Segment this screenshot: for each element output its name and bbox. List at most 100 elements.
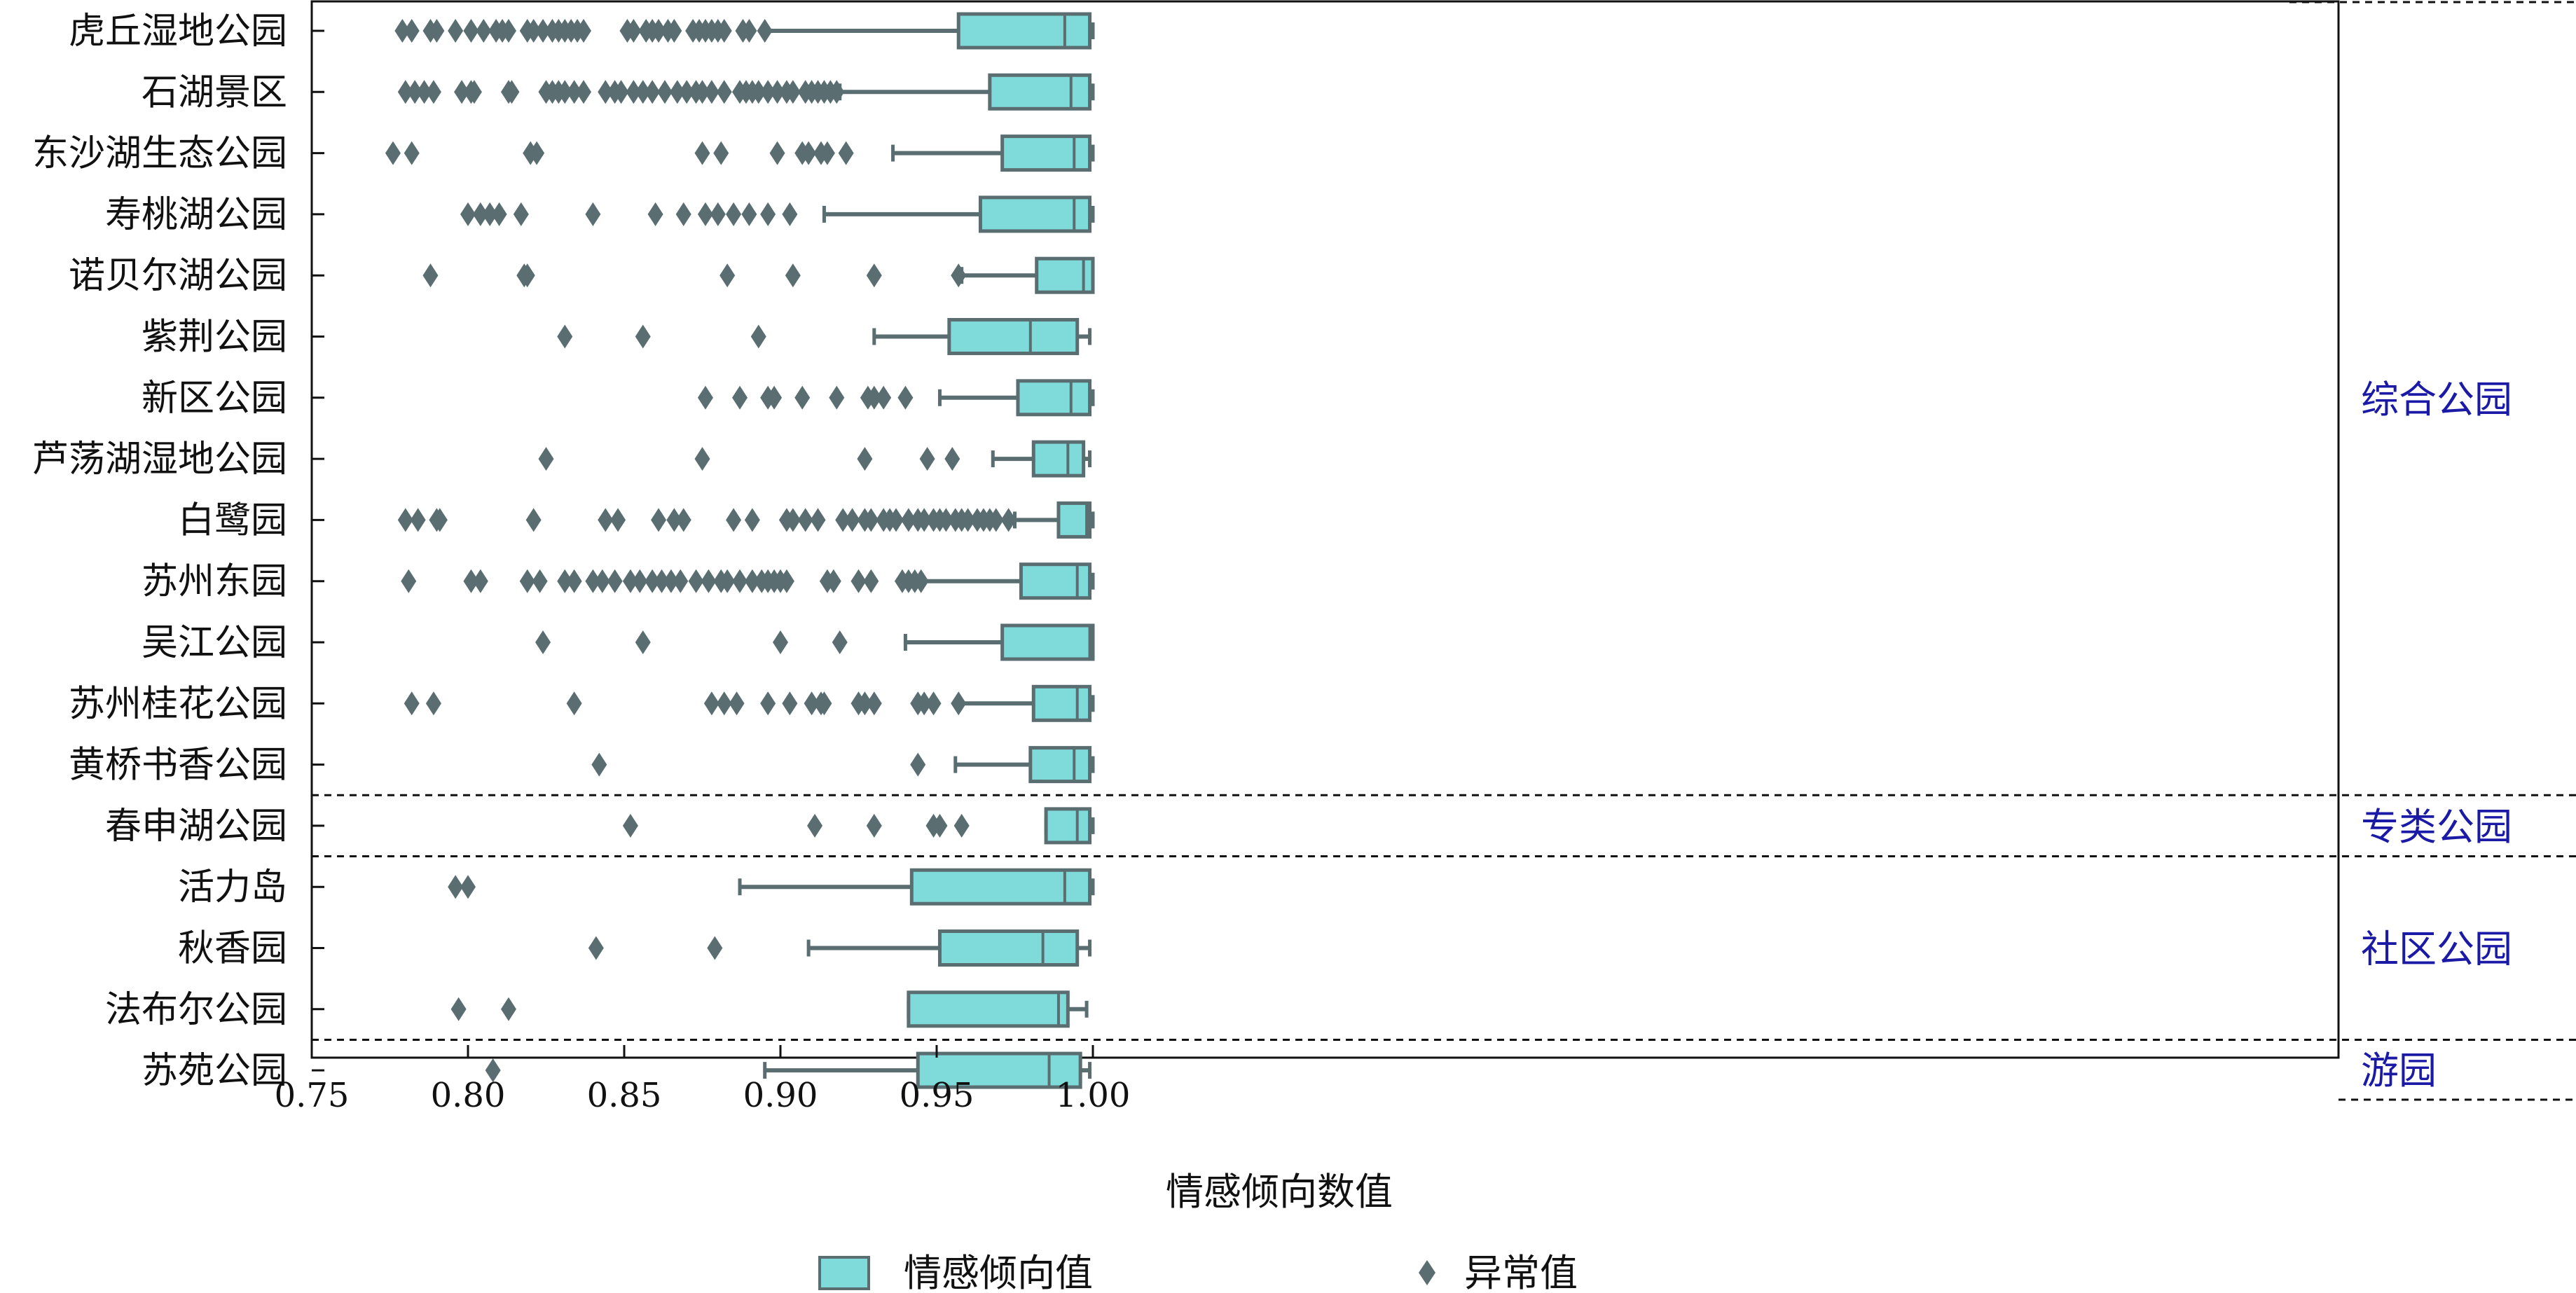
category-label: 春申湖公园	[105, 805, 287, 848]
outlier-point	[576, 80, 592, 104]
outlier-point	[697, 202, 713, 226]
outlier-point	[863, 569, 879, 593]
outlier-point	[732, 385, 748, 410]
legend-outlier-swatch	[1419, 1260, 1435, 1285]
outlier-point	[585, 569, 601, 593]
outlier-point	[622, 813, 638, 838]
box-row: 黄桥书香公园	[69, 745, 1095, 787]
outlier-point	[472, 202, 488, 226]
outlier-point	[760, 691, 776, 716]
outlier-point	[719, 263, 736, 288]
category-label: 吴江公园	[142, 622, 287, 664]
outlier-point	[635, 630, 651, 654]
outlier-point	[663, 569, 679, 593]
outlier-point	[866, 263, 882, 288]
outlier-point	[838, 141, 854, 165]
x-tick-label: 0.75	[275, 1076, 350, 1115]
outlier-point	[401, 569, 417, 593]
outlier-point	[585, 202, 601, 226]
outlier-point	[535, 630, 551, 654]
outlier-point	[866, 813, 882, 838]
outlier-point	[647, 202, 663, 226]
outlier-point	[669, 80, 685, 104]
outlier-point	[404, 141, 420, 165]
outlier-point	[622, 569, 638, 593]
x-tick-label: 0.80	[431, 1076, 506, 1115]
iqr-box	[1031, 440, 1086, 478]
outlier-point	[532, 569, 548, 593]
outlier-point	[804, 691, 820, 716]
outlier-point	[463, 569, 479, 593]
outlier-point	[429, 19, 445, 43]
outlier-point	[645, 80, 661, 104]
box-row: 白鹭园	[178, 499, 1095, 541]
legend: 情感倾向值 异常值	[818, 1251, 1578, 1293]
iqr-box	[909, 868, 1092, 906]
box-row: 秋香园	[178, 928, 1092, 970]
box-row: 石湖景区	[142, 71, 1095, 113]
box-row: 法布尔公园	[105, 989, 1089, 1031]
outlier-point	[844, 508, 860, 532]
outlier-point	[635, 324, 651, 349]
outlier-point	[404, 19, 420, 43]
box-row: 紫荆公园	[142, 317, 1092, 359]
outlier-point	[750, 80, 766, 104]
outlier-point	[397, 508, 413, 532]
outlier-point	[610, 508, 626, 532]
outlier-point	[1000, 508, 1017, 532]
outlier-point	[654, 569, 670, 593]
box-row: 苏州东园	[142, 561, 1095, 603]
outlier-point	[729, 691, 745, 716]
outlier-point	[425, 691, 441, 716]
legend-label-outlier: 异常值	[1464, 1251, 1578, 1293]
category-label: 活力岛	[178, 866, 287, 908]
outlier-point	[694, 447, 710, 471]
outlier-point	[913, 569, 929, 593]
outlier-point	[460, 202, 476, 226]
outlier-point	[938, 508, 954, 532]
outlier-point	[744, 569, 760, 593]
outlier-point	[757, 19, 773, 43]
outlier-point	[645, 569, 661, 593]
outlier-point	[500, 997, 516, 1021]
outlier-point	[466, 80, 482, 104]
box-row: 芦荡湖湿地公园	[32, 438, 1092, 480]
outlier-point	[866, 385, 882, 410]
outlier-point	[675, 508, 691, 532]
iqr-box	[1016, 379, 1092, 417]
outlier-point	[916, 508, 932, 532]
outlier-point	[778, 569, 794, 593]
outlier-point	[713, 141, 729, 165]
outlier-point	[716, 80, 732, 104]
outlier-point	[675, 202, 691, 226]
outlier-point	[576, 19, 592, 43]
category-label: 白鹭园	[178, 499, 287, 541]
outlier-point	[557, 324, 573, 349]
outlier-point	[732, 569, 748, 593]
outlier-point	[432, 508, 448, 532]
outlier-point	[766, 385, 783, 410]
outlier-point	[656, 80, 673, 104]
box-row: 活力岛	[178, 866, 1095, 908]
outlier-point	[632, 569, 648, 593]
outlier-point	[454, 80, 470, 104]
outlier-point	[397, 80, 413, 104]
outlier-point	[410, 508, 426, 532]
outlier-point	[910, 752, 926, 777]
outlier-point	[557, 569, 573, 593]
x-tick-label: 0.85	[587, 1076, 662, 1115]
outlier-point	[716, 691, 732, 716]
iqr-box	[956, 12, 1092, 50]
outlier-point	[566, 691, 582, 716]
plot-frame	[310, 0, 2340, 1059]
outlier-point	[491, 202, 507, 226]
outlier-point	[816, 691, 832, 716]
category-label: 黄桥书香公园	[69, 745, 287, 787]
outlier-point	[450, 997, 467, 1021]
category-label: 新区公园	[142, 378, 287, 420]
iqr-box	[988, 73, 1092, 111]
outlier-point	[607, 569, 623, 593]
outlier-point	[535, 19, 551, 43]
outlier-point	[385, 141, 401, 165]
